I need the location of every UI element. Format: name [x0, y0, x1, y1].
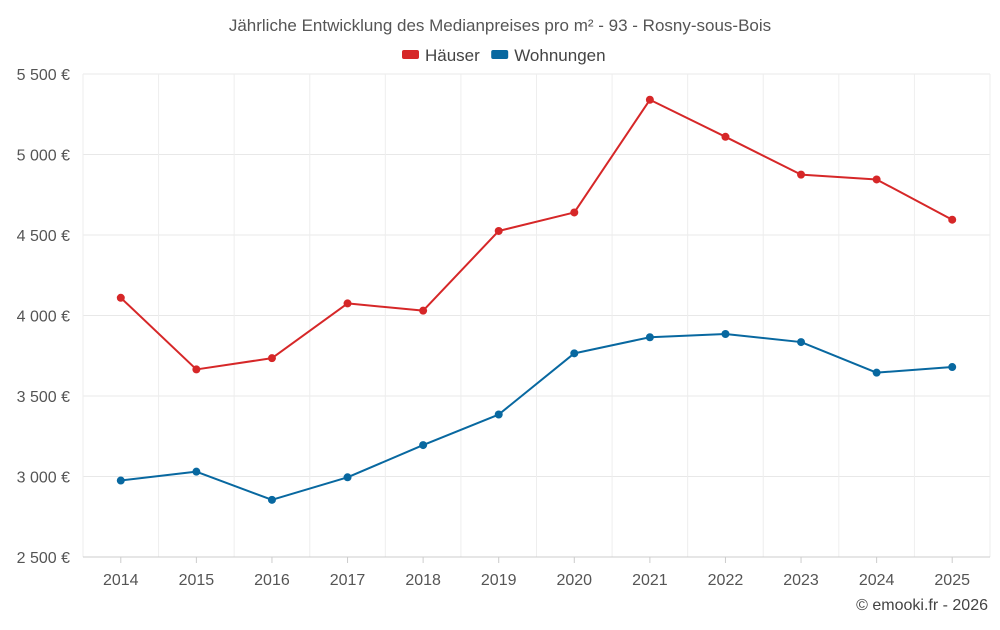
x-tick-label: 2024: [859, 572, 895, 589]
data-point-h-user[interactable]: [267, 354, 276, 363]
series-line-h-user: [120, 98, 953, 371]
data-point-wohnungen[interactable]: [192, 467, 201, 476]
data-point-h-user[interactable]: [419, 306, 428, 315]
series-group: [116, 95, 957, 504]
y-tick-label: 4 000 €: [17, 309, 70, 326]
y-tick-label: 5 000 €: [17, 148, 70, 165]
legend-swatch: [402, 50, 419, 59]
data-point-h-user[interactable]: [645, 95, 654, 104]
data-point-wohnungen[interactable]: [343, 473, 352, 482]
data-point-wohnungen[interactable]: [948, 363, 957, 372]
x-tick-label: 2014: [103, 572, 139, 589]
legend-item-h-user[interactable]: Häuser: [402, 46, 480, 65]
y-tick-label: 2 500 €: [17, 550, 70, 567]
x-tick-label: 2023: [783, 572, 819, 589]
data-point-wohnungen[interactable]: [267, 495, 276, 504]
data-point-wohnungen[interactable]: [570, 349, 579, 358]
y-tick-label: 4 500 €: [17, 228, 70, 245]
data-point-wohnungen[interactable]: [419, 441, 428, 450]
data-point-h-user[interactable]: [872, 175, 881, 184]
data-point-wohnungen[interactable]: [645, 333, 654, 342]
data-point-h-user[interactable]: [343, 299, 352, 308]
data-point-h-user[interactable]: [570, 208, 579, 217]
x-tick-label: 2021: [632, 572, 668, 589]
x-tick-label: 2019: [481, 572, 517, 589]
y-tick-label: 3 500 €: [17, 389, 70, 406]
x-tick-label: 2022: [708, 572, 744, 589]
data-point-h-user[interactable]: [721, 132, 730, 141]
y-tick-label: 3 000 €: [17, 470, 70, 487]
chart-title: Jährliche Entwicklung des Medianpreises …: [229, 16, 771, 35]
data-point-h-user[interactable]: [948, 215, 957, 224]
x-tick-label: 2018: [405, 572, 441, 589]
credit-text: © emooki.fr - 2026: [856, 597, 988, 614]
data-point-wohnungen[interactable]: [797, 338, 806, 347]
data-point-h-user[interactable]: [192, 365, 201, 374]
legend-item-wohnungen[interactable]: Wohnungen: [491, 46, 606, 65]
data-point-wohnungen[interactable]: [872, 368, 881, 377]
data-point-wohnungen[interactable]: [721, 330, 730, 339]
legend-label: Häuser: [425, 46, 480, 65]
x-axis: 2014 2015 2016 2017 2018 2019 2020 2021 2022 2023…: [83, 556, 990, 589]
data-point-wohnungen[interactable]: [116, 476, 125, 485]
x-tick-label: 2015: [179, 572, 215, 589]
x-tick-label: 2016: [254, 572, 290, 589]
grid: [82, 73, 991, 558]
x-tick-label: 2017: [330, 572, 366, 589]
data-point-h-user[interactable]: [494, 226, 503, 235]
data-point-h-user[interactable]: [797, 170, 806, 179]
legend: Häuser Wohnungen: [402, 46, 606, 65]
data-point-h-user[interactable]: [116, 293, 125, 302]
x-tick-label: 2025: [934, 572, 970, 589]
y-axis: 2 500 € 3 000 € 3 500 € 4 000 € 4 500 € 5 000…: [17, 67, 70, 567]
x-tick-label: 2020: [556, 572, 592, 589]
legend-label: Wohnungen: [514, 46, 605, 65]
series-line-wohnungen: [120, 333, 953, 501]
legend-swatch: [491, 50, 509, 59]
y-tick-label: 5 500 €: [17, 67, 70, 84]
data-point-wohnungen[interactable]: [494, 410, 503, 419]
